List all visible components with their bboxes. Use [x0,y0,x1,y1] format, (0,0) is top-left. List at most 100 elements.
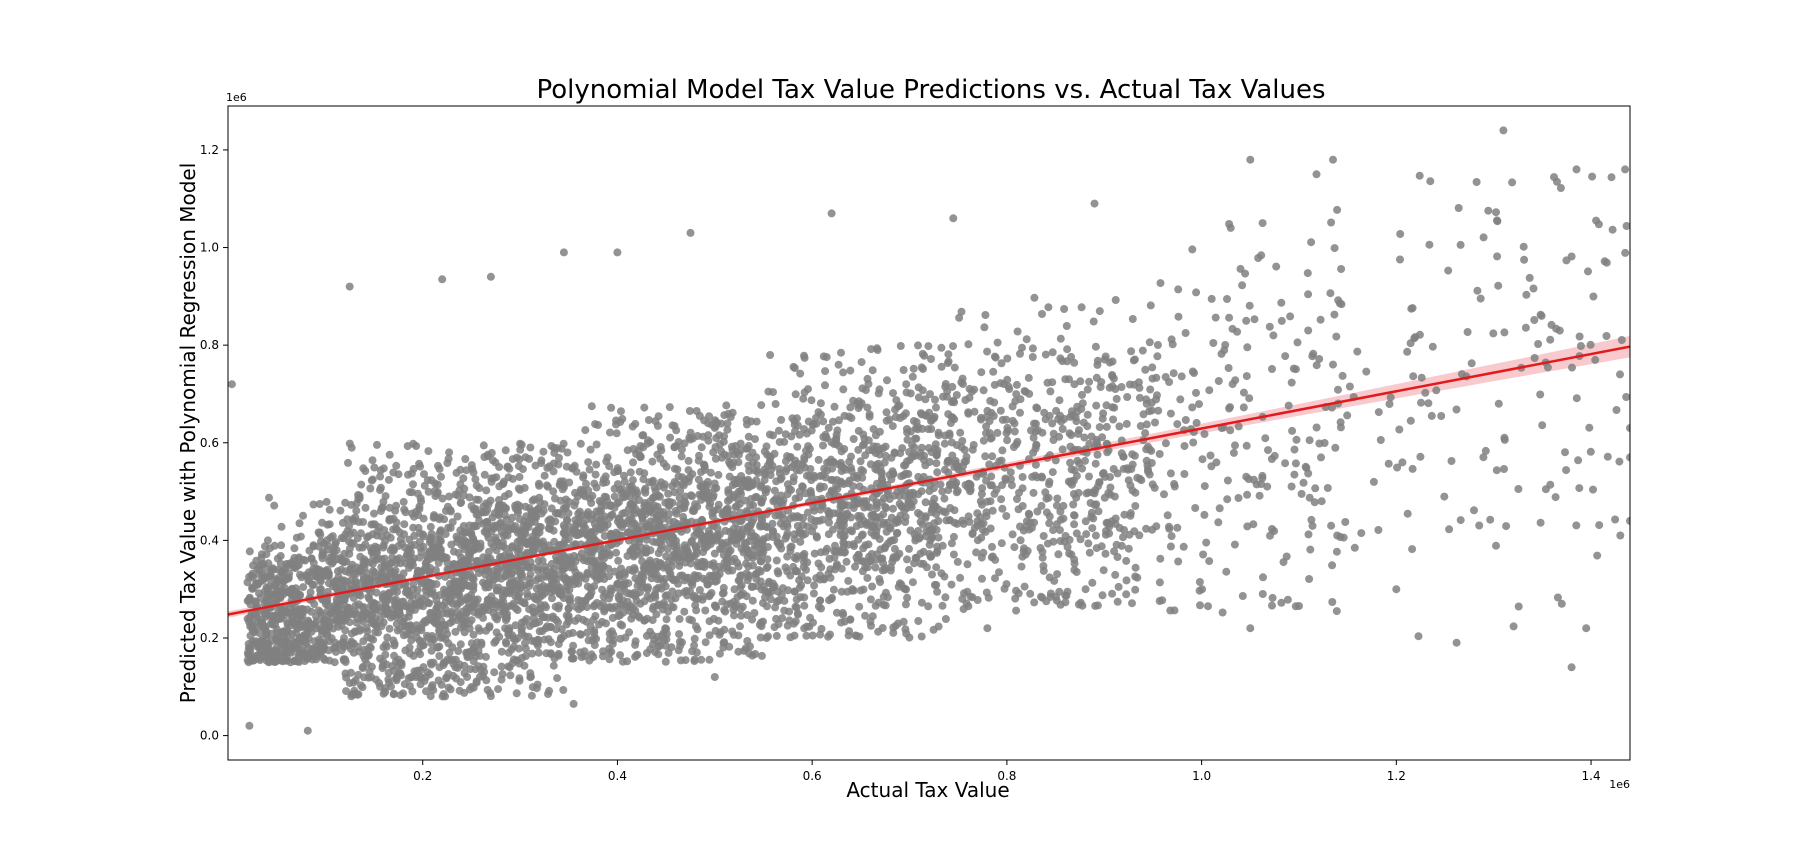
data-point [596,546,605,555]
data-point [405,544,414,553]
data-point [472,481,481,490]
data-point [503,463,512,472]
data-point [540,500,549,509]
data-point [973,596,982,604]
data-point [392,673,401,682]
data-point [246,644,254,653]
data-point [674,646,683,655]
data-point [856,512,865,521]
data-point [639,563,648,572]
data-point [1238,281,1247,290]
data-point [668,587,677,596]
data-point [899,366,908,374]
data-point [514,484,523,493]
data-point [297,573,306,582]
data-point [934,533,943,542]
data-point [768,519,777,528]
data-point [584,458,593,467]
data-point [819,417,828,426]
data-point [407,673,416,682]
data-point [652,557,661,566]
data-point [1097,542,1106,551]
data-point [752,574,761,583]
data-point [385,515,394,524]
data-point [957,378,966,387]
data-point [684,456,693,465]
data-point [1145,407,1154,416]
data-point [859,585,868,594]
data-point [461,455,470,463]
data-point [1062,591,1071,600]
data-point [479,613,487,622]
data-point [376,472,385,481]
data-point [473,595,482,604]
data-point [1086,499,1095,507]
data-point [1065,549,1074,558]
data-point [696,529,705,538]
data-point [806,488,815,497]
data-point [666,433,675,442]
data-point [508,474,517,483]
data-point [682,586,691,595]
data-point [441,604,450,613]
data-point [942,392,951,401]
data-point [631,652,640,661]
data-point [386,559,395,568]
data-point [1089,514,1098,523]
data-point [533,635,542,644]
data-point [526,443,535,452]
data-point [603,453,612,462]
data-point [704,431,713,440]
data-point [1091,531,1100,540]
data-point [613,466,622,475]
data-point [547,516,556,525]
data-point [676,656,685,665]
data-point [1082,489,1091,498]
data-point [688,492,696,501]
data-point [616,599,625,608]
data-point [721,607,730,616]
data-point [515,544,524,553]
data-point [707,577,715,586]
data-point [720,450,729,459]
data-point [800,453,809,462]
data-point [839,501,848,510]
data-point [967,387,976,396]
data-point [540,635,549,644]
data-point [503,531,512,540]
data-point [574,596,583,605]
data-point [715,569,724,578]
data-point [710,549,719,558]
data-point [936,480,945,489]
data-point [479,662,488,671]
data-point [623,552,632,560]
data-point [1067,431,1076,440]
data-point [276,559,285,568]
data-point [928,532,937,541]
data-point [778,510,787,519]
data-point [868,366,877,375]
data-point [365,642,374,651]
data-point [625,565,634,574]
data-point [1122,576,1131,585]
data-point [914,472,923,481]
data-point [840,445,849,453]
data-point [1131,585,1140,594]
data-point [383,633,392,642]
data-point [429,686,438,695]
data-point [839,385,848,394]
data-point [475,569,483,578]
data-point [640,403,649,412]
data-point [610,503,619,512]
data-point [880,544,889,553]
data-point [743,611,752,619]
data-point [982,413,991,421]
data-point [389,545,398,553]
data-point [1024,373,1033,382]
data-point [1052,596,1061,605]
data-point [785,607,794,616]
data-point [757,401,766,410]
data-point [956,428,965,437]
data-point [352,506,361,515]
data-point [866,617,875,626]
